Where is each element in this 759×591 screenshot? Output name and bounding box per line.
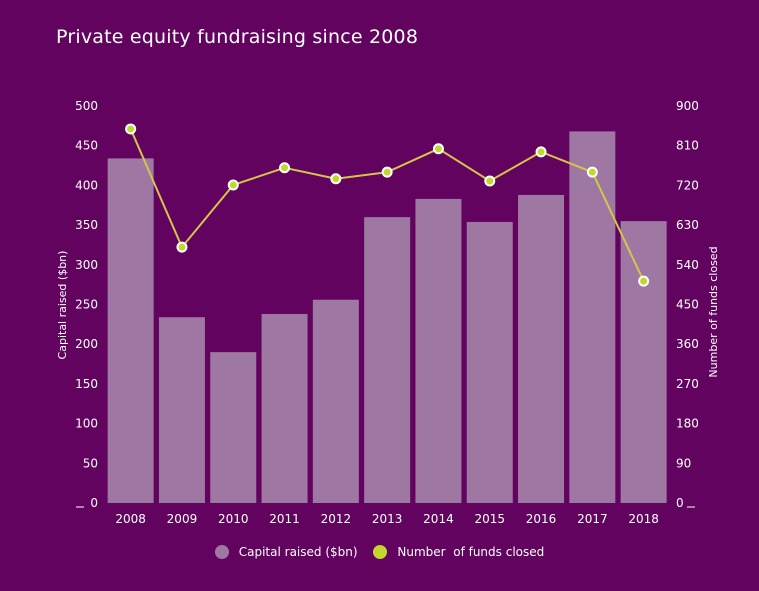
y-tick-500: 500 xyxy=(75,99,98,113)
legend-item-funds: Number of funds closed xyxy=(373,545,544,559)
y-tick-300: 300 xyxy=(75,258,98,272)
legend-label-funds: Number of funds closed xyxy=(397,545,545,559)
y-tick-350: 350 xyxy=(75,218,98,232)
y2-tick-450: 450 xyxy=(676,298,699,312)
y-tick-450: 450 xyxy=(75,139,98,153)
y2-tick-0: 0 xyxy=(676,496,684,510)
bar-2018 xyxy=(620,221,667,503)
y-tick-0: 0 xyxy=(90,496,98,510)
legend-label-capital: Capital raised ($bn) xyxy=(238,545,358,559)
bar-2015 xyxy=(466,221,513,503)
bar-2010 xyxy=(210,352,257,503)
bar-2009 xyxy=(158,317,205,503)
funds-point-2017 xyxy=(586,166,598,178)
x-tick-2011: 2011 xyxy=(269,512,300,526)
y2-tick-900: 900 xyxy=(676,99,699,113)
bar-2013 xyxy=(364,217,411,503)
y-tick-100: 100 xyxy=(75,417,98,431)
legend-item-capital: Capital raised ($bn) xyxy=(214,545,358,559)
y2-axis-label: Number of funds closed xyxy=(707,246,720,377)
funds-point-2015 xyxy=(484,175,496,187)
funds-point-2016 xyxy=(535,146,547,158)
x-tick-2017: 2017 xyxy=(577,512,608,526)
funds-point-2012 xyxy=(330,173,342,185)
x-tick-2012: 2012 xyxy=(321,512,352,526)
bar-2017 xyxy=(569,131,616,503)
funds-point-2013 xyxy=(381,166,393,178)
y2-tick-630: 630 xyxy=(676,218,699,232)
x-tick-2018: 2018 xyxy=(628,512,659,526)
x-tick-2013: 2013 xyxy=(372,512,403,526)
x-tick-2015: 2015 xyxy=(474,512,505,526)
legend-swatch-funds xyxy=(373,545,388,559)
funds-point-2008 xyxy=(125,123,137,135)
funds-point-2010 xyxy=(227,179,239,191)
y2-tick-180: 180 xyxy=(676,417,699,431)
x-tick-2009: 2009 xyxy=(167,512,198,526)
bar-2014 xyxy=(415,198,462,503)
legend: Capital raised ($bn) Number of funds clo… xyxy=(0,545,759,562)
y-axis-label: Capital raised ($bn) xyxy=(56,251,69,360)
y-tick-200: 200 xyxy=(75,337,98,351)
x-tick-2016: 2016 xyxy=(526,512,557,526)
y2-tick-90: 90 xyxy=(676,456,691,470)
y-tick-250: 250 xyxy=(75,298,98,312)
y2-tick-720: 720 xyxy=(676,178,699,192)
y-tick-400: 400 xyxy=(75,178,98,192)
y2-tick-270: 270 xyxy=(676,377,699,391)
funds-point-2018 xyxy=(638,275,650,287)
bar-2011 xyxy=(261,314,308,503)
chart-title: Private equity fundraising since 2008 xyxy=(56,26,419,48)
legend-swatch-capital xyxy=(214,545,229,559)
x-tick-2014: 2014 xyxy=(423,512,454,526)
funds-point-2009 xyxy=(176,241,188,253)
y-tick-50: 50 xyxy=(83,456,98,470)
y2-tick-360: 360 xyxy=(676,337,699,351)
bar-2016 xyxy=(518,194,565,504)
y2-tick-810: 810 xyxy=(676,139,699,153)
x-tick-2010: 2010 xyxy=(218,512,249,526)
funds-point-2014 xyxy=(432,143,444,155)
y-tick-150: 150 xyxy=(75,377,98,391)
x-tick-2008: 2008 xyxy=(115,512,146,526)
y2-tick-540: 540 xyxy=(676,258,699,272)
bar-2012 xyxy=(312,299,359,503)
bar-2008 xyxy=(107,158,154,504)
funds-point-2011 xyxy=(279,162,291,174)
